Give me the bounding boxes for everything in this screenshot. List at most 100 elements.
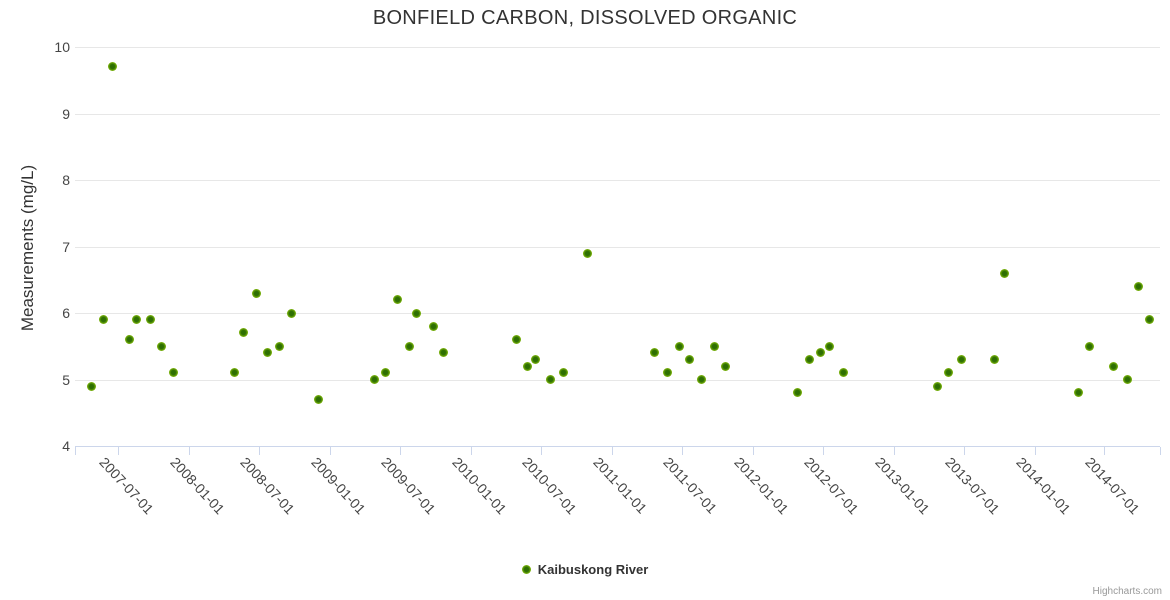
x-axis-tick-label: 2010-01-01 (449, 454, 510, 518)
data-point[interactable] (1000, 268, 1009, 278)
data-point[interactable] (275, 341, 285, 351)
data-point[interactable] (107, 62, 117, 72)
x-axis-tick (330, 447, 331, 455)
y-axis-tick-label: 7 (62, 239, 70, 255)
x-axis-tick (894, 447, 895, 455)
x-axis-tick-label: 2014-07-01 (1082, 454, 1144, 518)
x-axis-tick (541, 447, 542, 455)
highcharts-credits-link[interactable]: Highcharts.com (1092, 586, 1162, 597)
data-point[interactable] (169, 368, 179, 378)
x-axis-tick-label: 2010-07-01 (519, 454, 580, 518)
data-point[interactable] (684, 355, 694, 365)
x-axis-tick (400, 447, 401, 455)
data-point[interactable] (286, 308, 296, 318)
data-point[interactable] (511, 335, 521, 345)
x-axis-tick (1160, 447, 1161, 455)
data-point[interactable] (405, 341, 415, 351)
data-point[interactable] (721, 361, 731, 371)
y-axis-tick-label: 10 (54, 39, 70, 55)
data-point[interactable] (944, 368, 954, 378)
data-point[interactable] (230, 368, 240, 378)
data-point[interactable] (380, 368, 390, 378)
x-axis-tick (682, 447, 683, 455)
y-gridline (75, 247, 1160, 248)
x-axis-tick (259, 447, 260, 455)
data-point[interactable] (393, 295, 403, 305)
data-point[interactable] (839, 368, 849, 378)
data-point[interactable] (131, 315, 141, 325)
x-axis-line (75, 446, 1160, 447)
data-point[interactable] (1144, 315, 1154, 325)
data-point[interactable] (815, 348, 825, 358)
x-axis-tick-label: 2008-01-01 (167, 454, 228, 518)
data-point[interactable] (582, 248, 592, 258)
x-axis-tick-label: 2007-07-01 (96, 454, 157, 518)
data-point[interactable] (1108, 361, 1118, 371)
x-axis-tick (75, 447, 76, 455)
data-point[interactable] (428, 321, 438, 331)
data-point[interactable] (1123, 375, 1133, 384)
x-axis-tick (1035, 447, 1036, 455)
data-point[interactable] (545, 375, 555, 384)
data-point[interactable] (709, 341, 719, 351)
data-point[interactable] (663, 368, 673, 378)
data-point[interactable] (314, 394, 324, 404)
data-point[interactable] (793, 388, 803, 398)
data-point[interactable] (238, 328, 248, 338)
y-axis-tick-label: 4 (62, 438, 70, 454)
x-axis-tick (471, 447, 472, 455)
x-axis-tick (118, 447, 119, 455)
data-point[interactable] (146, 315, 156, 325)
y-gridline (75, 380, 1160, 381)
x-axis-tick-label: 2014-01-01 (1012, 454, 1074, 518)
y-gridline (75, 114, 1160, 115)
data-point[interactable] (825, 341, 835, 351)
data-point[interactable] (523, 361, 533, 371)
legend-series-label: Kaibuskong River (537, 562, 649, 577)
y-gridline (75, 180, 1160, 181)
data-point[interactable] (87, 381, 97, 391)
data-point[interactable] (558, 368, 568, 378)
x-axis-tick-label: 2008-07-01 (237, 454, 298, 518)
data-point[interactable] (412, 308, 422, 318)
data-point[interactable] (650, 348, 660, 358)
y-axis-tick-label: 9 (62, 106, 70, 122)
x-axis-tick-label: 2013-01-01 (872, 454, 933, 518)
x-axis-tick-label: 2013-07-01 (941, 454, 1003, 518)
legend-item[interactable]: Kaibuskong River (0, 562, 1170, 577)
data-point[interactable] (251, 288, 261, 298)
x-axis-tick-label: 2009-01-01 (308, 454, 369, 518)
x-axis-tick (612, 447, 613, 455)
x-axis-tick-label: 2011-01-01 (590, 454, 650, 517)
data-point[interactable] (804, 355, 814, 365)
y-axis-tick-label: 8 (62, 172, 70, 188)
y-gridline (75, 47, 1160, 48)
data-point[interactable] (157, 341, 167, 351)
data-point[interactable] (263, 348, 273, 358)
data-point[interactable] (1084, 341, 1094, 351)
data-point[interactable] (124, 335, 134, 345)
data-point[interactable] (1074, 388, 1084, 398)
x-axis-tick (189, 447, 190, 455)
data-point[interactable] (697, 375, 707, 384)
x-axis-tick (1104, 447, 1105, 455)
data-point[interactable] (99, 315, 109, 325)
x-axis-tick (964, 447, 965, 455)
data-point[interactable] (439, 348, 449, 358)
x-axis-tick-label: 2012-07-01 (801, 454, 862, 518)
data-point[interactable] (989, 355, 999, 365)
data-point[interactable] (956, 355, 966, 365)
y-axis-tick-label: 5 (62, 372, 70, 388)
data-point[interactable] (933, 381, 943, 391)
chart-title: BONFIELD CARBON, DISSOLVED ORGANIC (372, 7, 798, 29)
data-point[interactable] (369, 375, 379, 384)
x-axis-tick-label: 2012-01-01 (730, 454, 792, 518)
x-axis-tick (823, 447, 824, 455)
x-axis-tick-label: 2009-07-01 (378, 454, 439, 518)
series-marker-icon (521, 565, 531, 574)
data-point[interactable] (1133, 281, 1143, 291)
data-point[interactable] (674, 341, 684, 351)
y-axis-tick-label: 6 (62, 305, 70, 321)
data-point[interactable] (530, 355, 540, 365)
